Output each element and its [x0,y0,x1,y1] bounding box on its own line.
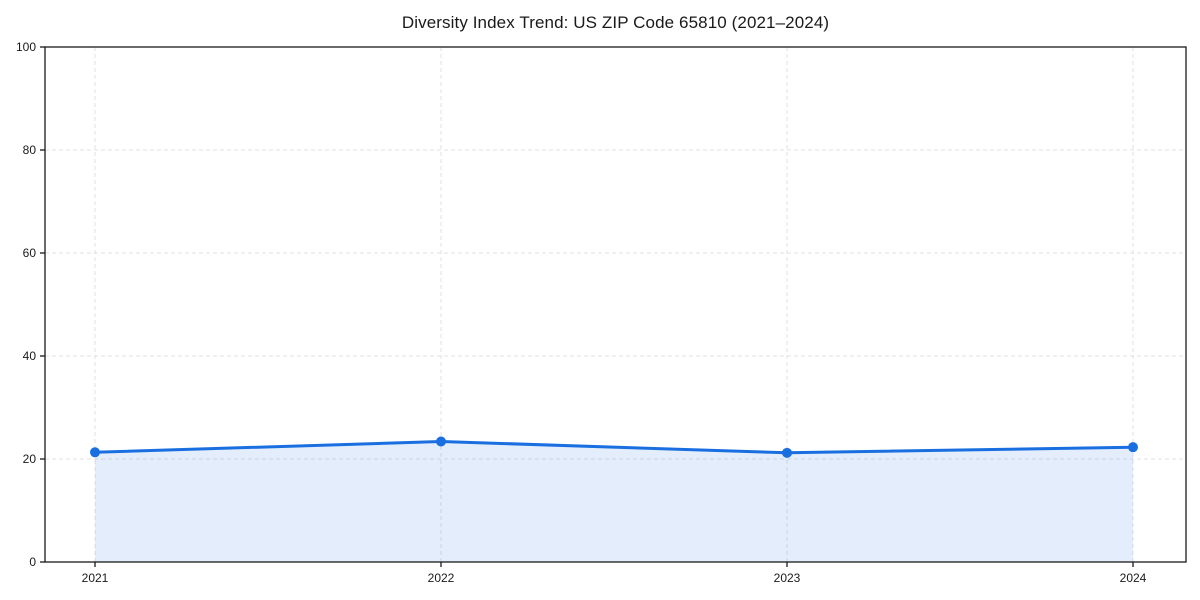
y-tick-label: 80 [23,143,37,157]
x-tick-label: 2024 [1120,571,1147,585]
area-fill [95,441,1133,562]
y-tick-label: 0 [29,555,36,569]
plot-border [44,46,1187,563]
data-point [782,447,792,458]
trend-line [93,440,1135,455]
y-tick-label: 100 [16,40,36,54]
data-point [1128,442,1138,453]
data-point [436,436,446,447]
y-tick-label: 20 [23,452,37,466]
y-tick-label: 60 [23,246,37,260]
y-tick-label: 40 [23,349,37,363]
data-point [90,447,100,458]
chart-title: Diversity Index Trend: US ZIP Code 65810… [401,13,830,32]
x-tick-label: 2022 [428,571,455,585]
x-tick-label: 2023 [774,571,801,585]
x-tick-label: 2021 [82,571,109,585]
